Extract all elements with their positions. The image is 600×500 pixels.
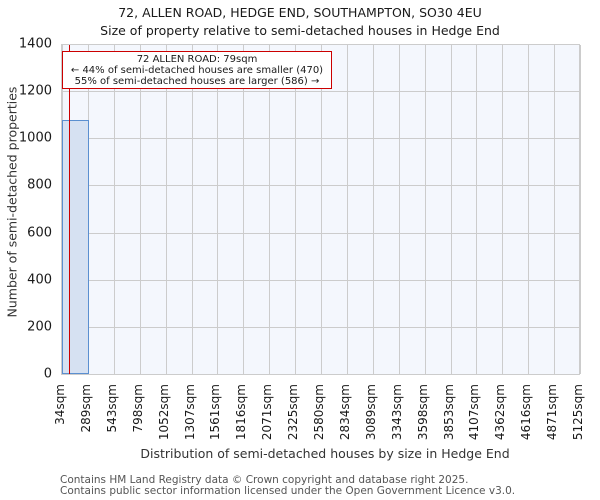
v-gridline bbox=[243, 45, 245, 374]
v-gridline bbox=[165, 45, 167, 374]
property-marker-line bbox=[68, 45, 71, 374]
annotation-line-1: 72 ALLEN ROAD: 79sqm bbox=[136, 54, 258, 65]
y-tick-label: 1200 bbox=[18, 83, 52, 99]
y-tick-label: 1400 bbox=[18, 36, 52, 52]
h-gridline bbox=[62, 374, 579, 375]
v-gridline bbox=[113, 45, 115, 374]
x-tick-label: 34sqm bbox=[53, 384, 67, 425]
chart-title: 72, ALLEN ROAD, HEDGE END, SOUTHAMPTON, … bbox=[118, 5, 482, 20]
y-tick-label: 200 bbox=[27, 319, 52, 335]
x-axis-label: Distribution of semi-detached houses by … bbox=[140, 446, 510, 461]
v-gridline bbox=[450, 45, 452, 374]
x-tick-label: 4871sqm bbox=[545, 384, 560, 441]
x-tick-label: 1052sqm bbox=[156, 384, 171, 441]
x-tick-label: 3853sqm bbox=[441, 384, 456, 441]
h-gridline bbox=[62, 185, 579, 187]
x-tick-label: 4107sqm bbox=[467, 384, 482, 441]
v-gridline bbox=[346, 45, 348, 374]
histogram-bar bbox=[62, 120, 89, 374]
x-tick-label: 1816sqm bbox=[234, 384, 249, 441]
v-gridline bbox=[372, 45, 374, 374]
x-tick-label: 2325sqm bbox=[286, 384, 301, 441]
x-tick-label: 2580sqm bbox=[312, 384, 326, 441]
y-axis-label: Number of semi-detached properties bbox=[4, 86, 20, 318]
x-tick-label: 1561sqm bbox=[208, 384, 223, 441]
x-tick-label: 2834sqm bbox=[337, 384, 352, 441]
v-gridline bbox=[269, 45, 271, 374]
v-gridline bbox=[191, 45, 193, 374]
footer-copyright: Contains HM Land Registry data © Crown c… bbox=[60, 474, 469, 486]
v-gridline bbox=[398, 45, 400, 374]
annotation-line-3: 55% of semi-detached houses are larger (… bbox=[74, 76, 320, 87]
h-gridline bbox=[62, 138, 579, 140]
x-tick-label: 1307sqm bbox=[182, 384, 197, 441]
x-tick-label: 3089sqm bbox=[363, 384, 378, 441]
x-tick-label: 3598sqm bbox=[415, 384, 430, 441]
annotation-box: 72 ALLEN ROAD: 79sqm ← 44% of semi-detac… bbox=[62, 51, 332, 89]
x-tick-label: 4616sqm bbox=[519, 384, 534, 441]
v-gridline bbox=[295, 45, 297, 374]
v-gridline bbox=[424, 45, 426, 374]
h-gridline bbox=[62, 91, 579, 93]
v-gridline bbox=[139, 45, 141, 374]
x-tick-label: 543sqm bbox=[104, 384, 119, 433]
y-tick-label: 1000 bbox=[18, 130, 52, 146]
h-gridline bbox=[62, 232, 579, 234]
footer-licence: Contains public sector information licen… bbox=[60, 485, 516, 497]
x-tick-label: 3343sqm bbox=[389, 384, 404, 441]
x-tick-label: 798sqm bbox=[130, 384, 145, 433]
x-tick-label: 2071sqm bbox=[260, 384, 275, 441]
v-gridline bbox=[580, 45, 581, 374]
h-gridline bbox=[62, 326, 579, 328]
plot-area bbox=[61, 44, 581, 375]
y-tick-label: 400 bbox=[27, 272, 52, 288]
h-gridline bbox=[62, 279, 579, 281]
v-gridline bbox=[554, 45, 556, 374]
annotation-line-2: ← 44% of semi-detached houses are smalle… bbox=[70, 65, 324, 76]
h-gridline bbox=[62, 44, 579, 45]
v-gridline bbox=[476, 45, 478, 374]
chart-subtitle: Size of property relative to semi-detach… bbox=[100, 23, 500, 38]
x-tick-label: 5125sqm bbox=[571, 384, 585, 441]
y-tick-label: 600 bbox=[27, 225, 52, 241]
y-tick-label: 800 bbox=[27, 177, 52, 193]
v-gridline bbox=[321, 45, 322, 374]
x-tick-label: 4362sqm bbox=[493, 384, 508, 441]
x-tick-label: 289sqm bbox=[78, 384, 93, 433]
y-tick-label: 0 bbox=[43, 366, 52, 382]
v-gridline bbox=[502, 45, 504, 374]
v-gridline bbox=[528, 45, 530, 374]
v-gridline bbox=[217, 45, 219, 374]
